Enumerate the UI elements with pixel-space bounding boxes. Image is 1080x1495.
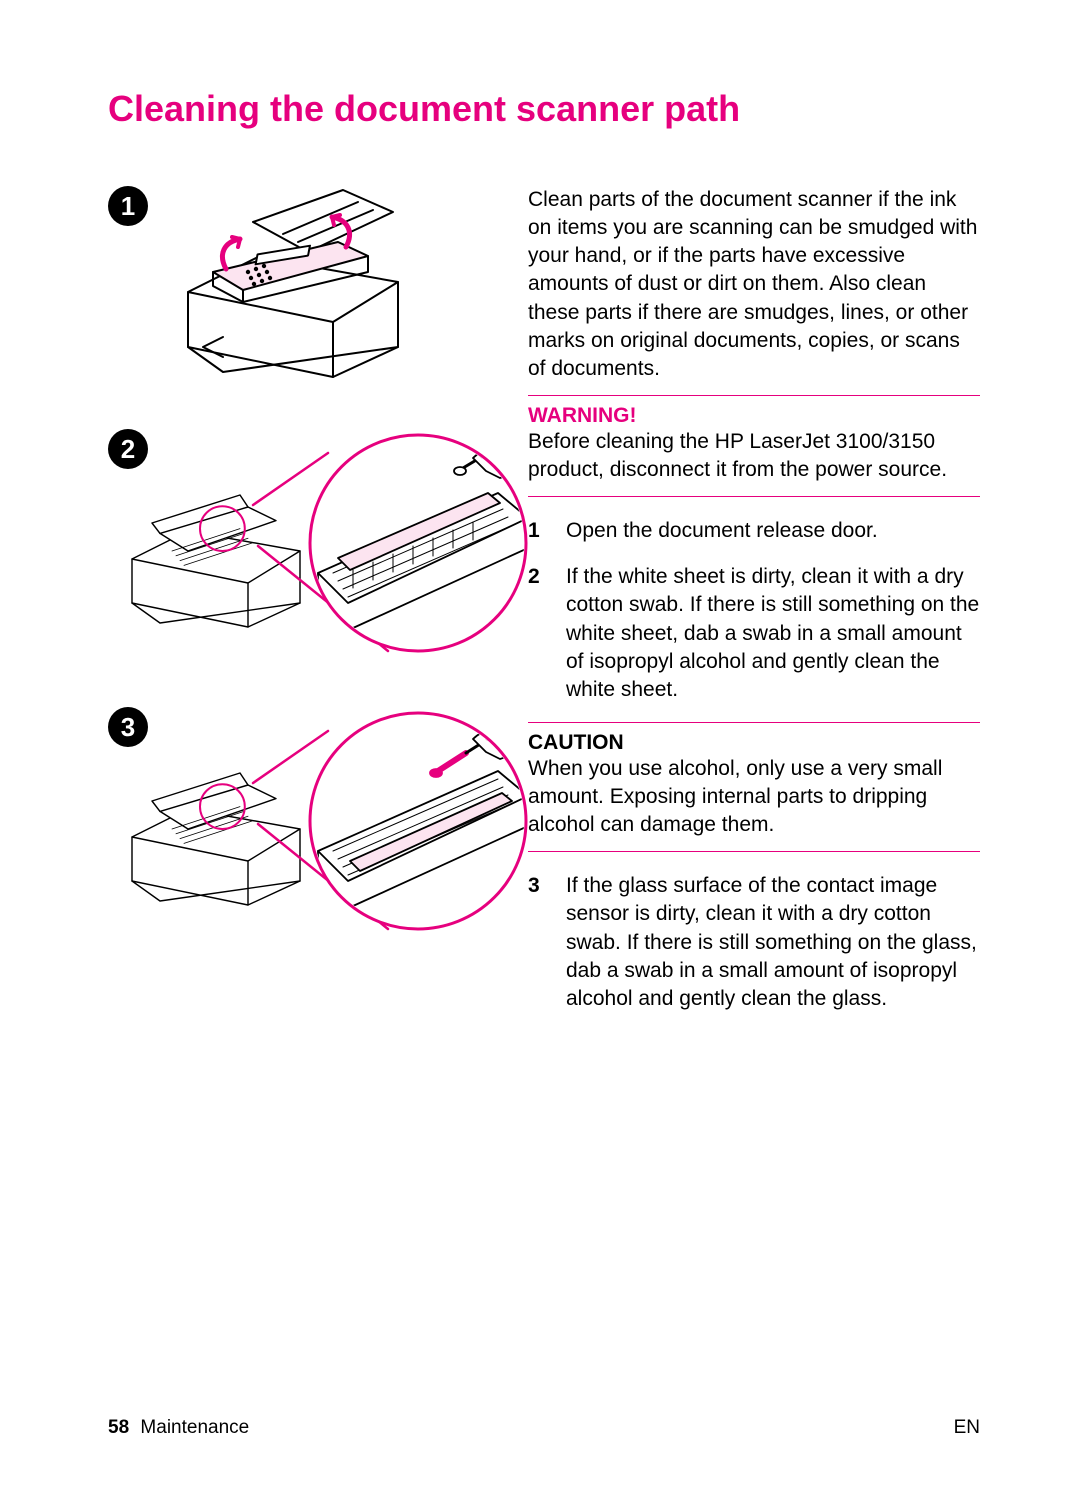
- step-text: If the white sheet is dirty, clean it wi…: [566, 563, 980, 704]
- step-number: 3: [528, 872, 566, 1013]
- figures-column: 1: [108, 186, 518, 1031]
- divider: [528, 851, 980, 852]
- step-text: If the glass surface of the contact imag…: [566, 872, 980, 1013]
- printer-illustration-3: [128, 701, 528, 961]
- divider: [528, 722, 980, 723]
- step-item: 2 If the white sheet is dirty, clean it …: [528, 563, 980, 704]
- step-item: 3 If the glass surface of the contact im…: [528, 872, 980, 1013]
- figure-2: 2: [108, 429, 518, 689]
- page-number: 58: [108, 1417, 129, 1438]
- warning-title: WARNING!: [528, 404, 980, 428]
- text-column: Clean parts of the document scanner if t…: [528, 186, 980, 1031]
- printer-illustration-1: [168, 172, 468, 402]
- page-heading: Cleaning the document scanner path: [108, 88, 980, 130]
- page-footer: 58 Maintenance EN: [108, 1417, 980, 1439]
- step-text: Open the document release door.: [566, 517, 980, 545]
- figure-1: 1: [108, 186, 518, 411]
- document-page: Cleaning the document scanner path 1: [0, 0, 1080, 1495]
- steps-list-1: 1 Open the document release door. 2 If t…: [528, 517, 980, 704]
- steps-list-2: 3 If the glass surface of the contact im…: [528, 872, 980, 1013]
- footer-lang: EN: [954, 1417, 980, 1439]
- step-number: 2: [528, 563, 566, 704]
- intro-paragraph: Clean parts of the document scanner if t…: [528, 186, 980, 383]
- caution-body: When you use alcohol, only use a very sm…: [528, 755, 980, 839]
- divider: [528, 496, 980, 497]
- caution-title: CAUTION: [528, 731, 980, 755]
- divider: [528, 395, 980, 396]
- content-area: 1: [108, 186, 980, 1031]
- step-number: 1: [528, 517, 566, 545]
- printer-illustration-2: [128, 423, 528, 683]
- footer-left: 58 Maintenance: [108, 1417, 249, 1439]
- figure-3: 3: [108, 707, 518, 967]
- step-item: 1 Open the document release door.: [528, 517, 980, 545]
- footer-section: Maintenance: [140, 1417, 249, 1438]
- warning-body: Before cleaning the HP LaserJet 3100/315…: [528, 428, 980, 484]
- figure-number-1: 1: [108, 186, 148, 226]
